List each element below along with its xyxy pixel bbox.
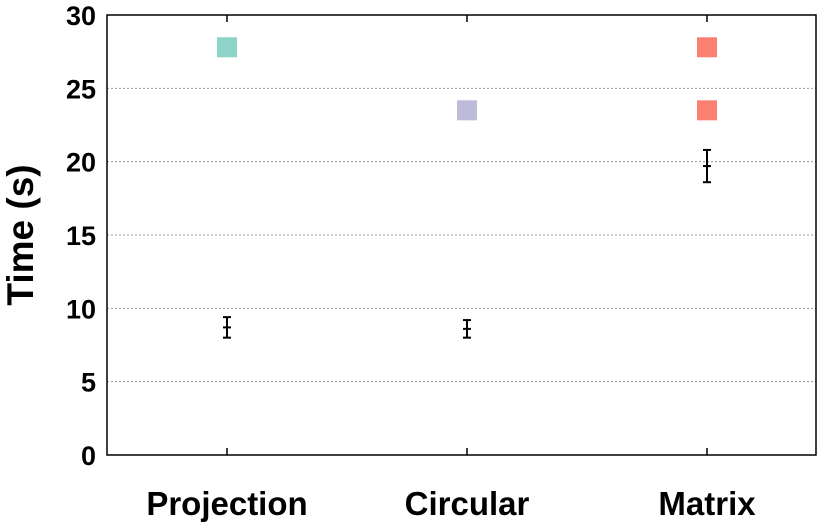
error-bars [223,148,711,339]
y-tick-label: 30 [66,1,96,31]
y-tick-labels: 0 5 10 15 20 25 30 [66,1,96,471]
x-category-label: Circular [405,485,530,522]
error-bar [463,319,471,339]
marker-square [697,37,717,58]
y-tick-label: 25 [66,74,96,104]
plot-frame [106,14,817,456]
x-tick-marks [226,15,708,455]
y-tick-label: 10 [66,294,96,324]
grid-lines [107,87,816,383]
error-bar [703,148,711,184]
y-tick-label: 5 [81,368,96,398]
y-tick-label: 15 [66,221,96,251]
x-category-labels: Projection Circular Matrix [146,485,756,522]
y-axis-title: Time (s) [0,164,41,305]
y-tick-label: 0 [81,441,96,471]
error-bar [223,316,231,339]
marker-square [217,37,237,58]
markers [217,37,717,121]
x-category-label: Projection [146,485,307,522]
x-category-label: Matrix [658,485,756,522]
y-tick-label: 20 [66,148,96,178]
marker-square [457,100,477,121]
marker-square [697,100,717,121]
